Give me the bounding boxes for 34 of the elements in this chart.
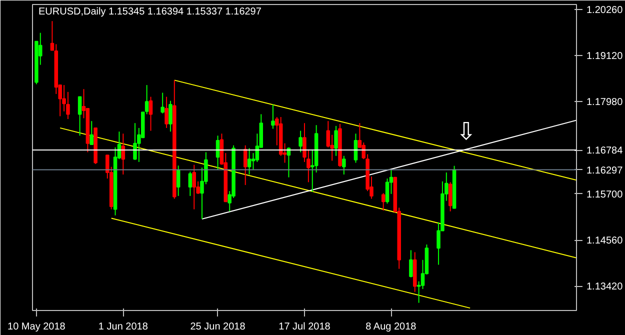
x-tick-label: 10 May 2018: [8, 322, 66, 332]
candlestick: [168, 100, 172, 132]
ref-line-label: 1.16297: [586, 165, 624, 176]
candlestick: [164, 96, 168, 128]
candlestick: [247, 148, 252, 175]
annotation: ⇩: [456, 117, 476, 146]
candlestick: [409, 250, 413, 278]
y-tick-label: 1.15700: [586, 189, 624, 200]
candlestick: [342, 155, 346, 175]
candlestick: [354, 133, 358, 164]
y-tick-label: 1.20260: [586, 4, 624, 16]
x-tick-label: 17 Jul 2018: [278, 322, 331, 332]
candlestick: [148, 96, 153, 132]
chart-title: EURUSD,Daily 1.15345 1.16394 1.15337 1.16297: [38, 6, 262, 18]
candlestick: [90, 120, 94, 146]
candlestick: [381, 192, 386, 212]
x-tick-label: 25 Jun 2018: [190, 322, 246, 332]
candlestick: [298, 130, 302, 153]
y-tick-label: 1.17980: [586, 97, 624, 108]
candlestick: [176, 165, 180, 196]
candlestick: [271, 104, 275, 130]
y-tick-label: 1.13420: [586, 282, 624, 293]
candlestick: [448, 182, 452, 212]
x-tick-label: 8 Aug 2018: [366, 322, 417, 332]
ref-line-label: 1.16784: [586, 146, 624, 157]
y-tick-label: 1.19120: [586, 51, 624, 62]
x-tick-label: 1 Jun 2018: [98, 322, 148, 332]
candlestick: [192, 164, 196, 210]
candlestick: [188, 171, 192, 196]
y-tick-label: 1.14560: [586, 236, 624, 247]
candlestick: [334, 125, 338, 156]
candlestick: [133, 122, 137, 160]
candlestick: [160, 92, 164, 114]
candlestick: [78, 96, 82, 136]
